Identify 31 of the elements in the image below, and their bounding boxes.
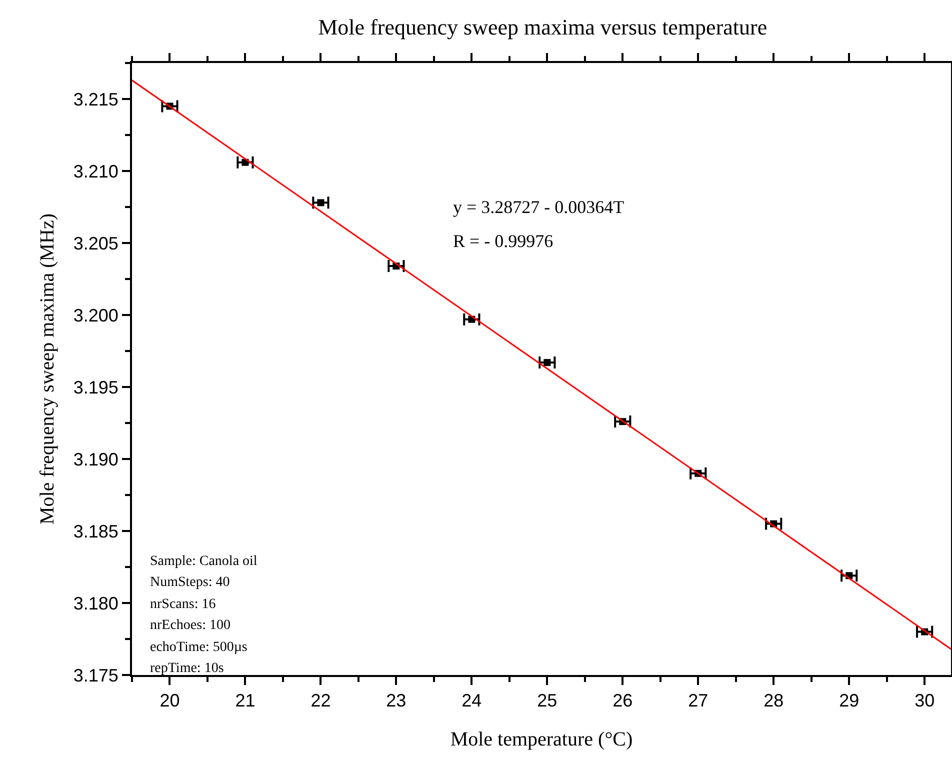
y-tick-label: 3.205 bbox=[73, 233, 118, 254]
y-tick-label: 3.185 bbox=[73, 521, 118, 542]
y-tick-label: 3.200 bbox=[73, 305, 118, 326]
y-tick-label: 3.190 bbox=[73, 449, 118, 470]
annotation: y = 3.28727 - 0.00364T bbox=[453, 197, 624, 217]
x-tick-label: 28 bbox=[764, 690, 784, 711]
y-tick-label: 3.175 bbox=[73, 665, 118, 686]
annotation: R = - 0.99976 bbox=[453, 231, 554, 251]
x-tick-label: 23 bbox=[386, 690, 406, 711]
y-axis-title: Mole frequency sweep maxima (MHz) bbox=[36, 214, 58, 524]
annotation: nrEchoes: 100 bbox=[150, 618, 230, 633]
x-tick-label: 22 bbox=[310, 690, 331, 711]
y-tick-label: 3.195 bbox=[73, 377, 118, 398]
x-tick-label: 30 bbox=[914, 690, 935, 711]
y-tick-label: 3.180 bbox=[73, 593, 118, 614]
x-tick-label: 20 bbox=[160, 690, 180, 711]
chart-title: Mole frequency sweep maxima versus temperature bbox=[318, 14, 768, 40]
y-tick-label: 3.215 bbox=[73, 89, 118, 110]
annotation: Sample: Canola oil bbox=[150, 554, 258, 569]
x-tick-label: 29 bbox=[839, 690, 860, 711]
x-tick-label: 21 bbox=[235, 690, 256, 711]
annotation: nrScans: 16 bbox=[150, 597, 216, 612]
x-tick-label: 24 bbox=[462, 690, 482, 711]
x-tick-label: 26 bbox=[612, 690, 633, 711]
x-tick-label: 25 bbox=[537, 690, 558, 711]
annotation: repTime: 10s bbox=[150, 661, 224, 676]
x-axis-title: Mole temperature (°C) bbox=[450, 728, 633, 751]
y-tick-label: 3.210 bbox=[73, 161, 118, 182]
annotation: echoTime: 500µs bbox=[150, 640, 248, 655]
x-tick-label: 27 bbox=[688, 690, 708, 711]
annotation: NumSteps: 40 bbox=[150, 575, 230, 590]
